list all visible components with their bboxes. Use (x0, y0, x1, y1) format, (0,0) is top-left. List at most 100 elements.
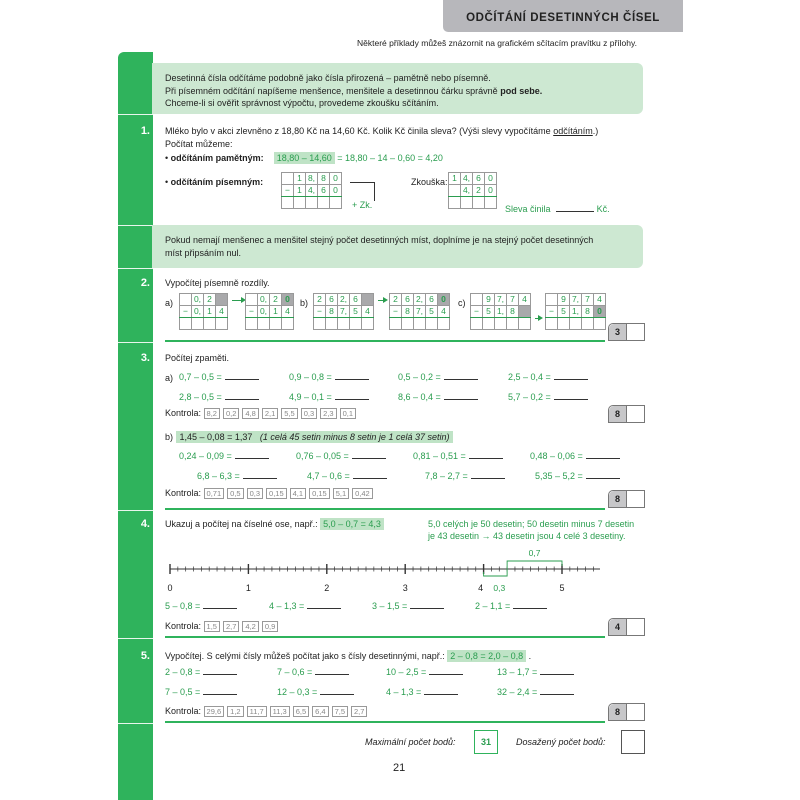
grid-cell[interactable] (581, 317, 594, 330)
grid-cell[interactable] (569, 317, 582, 330)
grid-cell[interactable] (401, 317, 414, 330)
grid-cell[interactable] (245, 317, 258, 330)
grid-cell[interactable] (593, 317, 606, 330)
grid-cell (518, 305, 531, 318)
answer-blank[interactable] (429, 674, 464, 675)
grid-cell[interactable] (518, 317, 531, 330)
grid-cell: 1 (269, 305, 282, 318)
answer-blank[interactable] (224, 379, 259, 380)
grid-cell[interactable] (472, 196, 485, 209)
answer-blank[interactable] (553, 379, 588, 380)
grid-cell[interactable] (389, 317, 402, 330)
score-box[interactable]: 3 (608, 323, 645, 341)
answer-blank[interactable] (410, 608, 445, 609)
grid-row: −5 1, 8 (470, 305, 531, 318)
grid-cell[interactable] (203, 317, 216, 330)
grid-cell[interactable] (506, 317, 519, 330)
grid-cell[interactable] (494, 317, 507, 330)
answer-blank[interactable] (540, 674, 575, 675)
grid-cell[interactable] (269, 317, 282, 330)
grid-cell[interactable] (545, 317, 558, 330)
grid-cell[interactable] (425, 317, 438, 330)
grid-cell[interactable] (257, 317, 270, 330)
equation: 13 – 1,7 = (497, 667, 575, 677)
answer-blank[interactable] (242, 478, 277, 479)
score-box[interactable]: 8 (608, 490, 645, 508)
grid-cell[interactable] (460, 196, 473, 209)
answer-blank[interactable] (443, 379, 478, 380)
answer-blank[interactable] (351, 458, 386, 459)
answer-blank[interactable] (513, 608, 548, 609)
answer-blank[interactable] (443, 399, 478, 400)
grid-cell[interactable] (293, 196, 306, 209)
info-bold: pod sebe. (500, 85, 543, 96)
grid-cell[interactable] (484, 196, 497, 209)
answer-blank[interactable] (352, 478, 387, 479)
grid-cell: 0 (484, 172, 497, 185)
grid-cell (361, 293, 374, 306)
grid-cell: 1 (293, 172, 306, 185)
answer-blank[interactable] (203, 608, 238, 609)
score-box[interactable]: 8 (608, 703, 645, 721)
grid-cell[interactable] (329, 196, 342, 209)
kontrola-value: 0,1 (339, 408, 357, 419)
answer-label: Sleva činila (505, 204, 551, 214)
answer-blank[interactable] (320, 694, 355, 695)
grid-cell[interactable] (179, 317, 192, 330)
grid-cell (545, 293, 558, 306)
equation: 0,24 – 0,09 = (179, 451, 269, 461)
grid-cell[interactable] (337, 317, 350, 330)
grid-cell[interactable] (317, 196, 330, 209)
answer-blank[interactable] (315, 674, 350, 675)
answer-blank[interactable] (585, 478, 620, 479)
answer-blank[interactable] (224, 399, 259, 400)
answer-blank[interactable] (540, 694, 575, 695)
answer-blank[interactable] (307, 608, 342, 609)
grid-cell[interactable] (305, 196, 318, 209)
grid-cell[interactable] (281, 196, 294, 209)
answer-blank[interactable] (585, 458, 620, 459)
grid-cell[interactable] (482, 317, 495, 330)
answer-blank[interactable] (468, 458, 503, 459)
answer-blank[interactable] (203, 694, 238, 695)
answer-blank[interactable] (203, 674, 238, 675)
grid-cell: 0 (329, 172, 342, 185)
kontrola-value: 0,42 (352, 488, 373, 499)
achieved-points-box[interactable] (621, 730, 645, 754)
grid-cell[interactable] (437, 317, 450, 330)
section-rule (165, 721, 605, 723)
kontrola-value: 0,5 (227, 488, 244, 499)
example-row: b) 1,45 – 0,08 = 1,37 (1 celá 45 setin m… (165, 431, 454, 443)
grid-cell[interactable] (215, 317, 228, 330)
answer-blank[interactable] (470, 478, 505, 479)
answer-unit: Kč. (596, 204, 610, 214)
answer-blank[interactable] (234, 458, 269, 459)
grid-cell: 1, (569, 305, 582, 318)
grid-cell: 8 (401, 305, 414, 318)
grid-cell[interactable] (313, 317, 326, 330)
grid-cell[interactable] (361, 317, 374, 330)
grid-cell[interactable] (413, 317, 426, 330)
score-box[interactable]: 8 (608, 405, 645, 423)
grid-cell (215, 293, 228, 306)
answer-blank[interactable] (553, 399, 588, 400)
grid-cell[interactable] (557, 317, 570, 330)
divider (118, 723, 153, 724)
score-box[interactable]: 4 (608, 618, 645, 636)
equation-text: 4 – 1,3 = (386, 687, 422, 697)
grid-cell[interactable] (281, 317, 294, 330)
grid-cell[interactable] (191, 317, 204, 330)
kontrola-value: 2,1 (261, 408, 279, 419)
equation-text: 6,8 – 6,3 = (197, 471, 240, 481)
grid-cell: 4 (593, 293, 606, 306)
answer-blank[interactable] (334, 379, 369, 380)
equation: 10 – 2,5 = (386, 667, 464, 677)
answer-blank[interactable] (424, 694, 459, 695)
grid-cell[interactable] (448, 196, 461, 209)
answer-blank[interactable] (334, 399, 369, 400)
grid-cell[interactable] (349, 317, 362, 330)
grid-cell[interactable] (470, 317, 483, 330)
grid-cell[interactable] (325, 317, 338, 330)
score-max: 4 (609, 619, 627, 635)
answer-blank[interactable] (556, 211, 595, 212)
